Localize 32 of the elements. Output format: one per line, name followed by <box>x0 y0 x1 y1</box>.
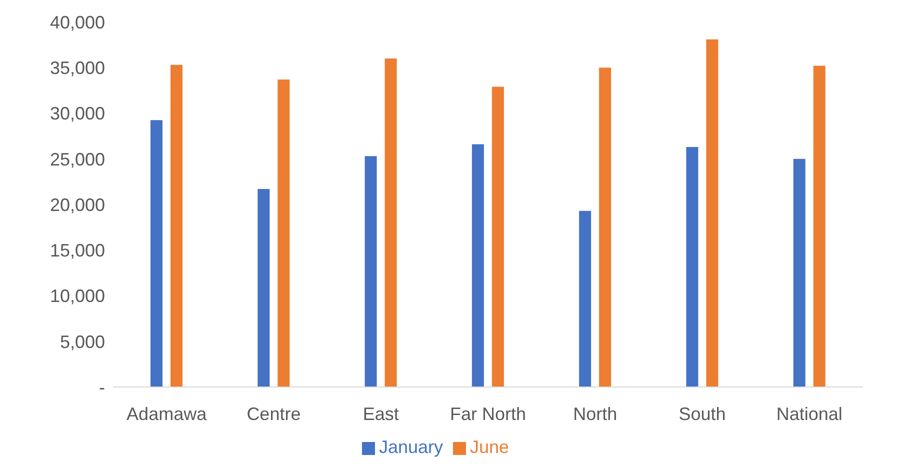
x-tick-label: North <box>573 404 618 424</box>
bar <box>793 158 806 387</box>
y-tick-label: 15,000 <box>50 240 105 261</box>
bar <box>364 156 377 387</box>
bar <box>258 188 270 387</box>
x-tick-label: Centre <box>246 404 301 424</box>
bar <box>150 120 162 387</box>
bar <box>686 147 698 387</box>
y-tick-label: 10,000 <box>50 286 105 306</box>
bar <box>170 64 182 387</box>
bar <box>492 86 504 387</box>
legend-label: June <box>470 437 510 457</box>
x-tick-label: National <box>776 404 842 424</box>
x-tick-label: South <box>678 404 726 424</box>
y-tick-label: 30,000 <box>50 104 105 124</box>
x-tick-label: Adamawa <box>126 404 208 424</box>
x-tick-label: Far North <box>450 404 526 424</box>
bar <box>579 210 592 387</box>
bar <box>706 39 718 387</box>
bar <box>384 58 397 387</box>
bar <box>599 68 612 387</box>
bar <box>813 66 826 387</box>
bar <box>278 79 290 387</box>
legend-label: January <box>378 437 443 457</box>
y-tick-label: - <box>99 377 105 398</box>
y-tick-label: 25,000 <box>50 149 105 170</box>
y-tick-label: 20,000 <box>50 194 105 215</box>
y-tick-label: 40,000 <box>50 12 105 32</box>
bar <box>472 144 484 387</box>
y-tick-label: 35,000 <box>50 58 105 78</box>
x-tick-label: East <box>362 404 399 424</box>
y-tick-label: 5,000 <box>60 332 105 352</box>
